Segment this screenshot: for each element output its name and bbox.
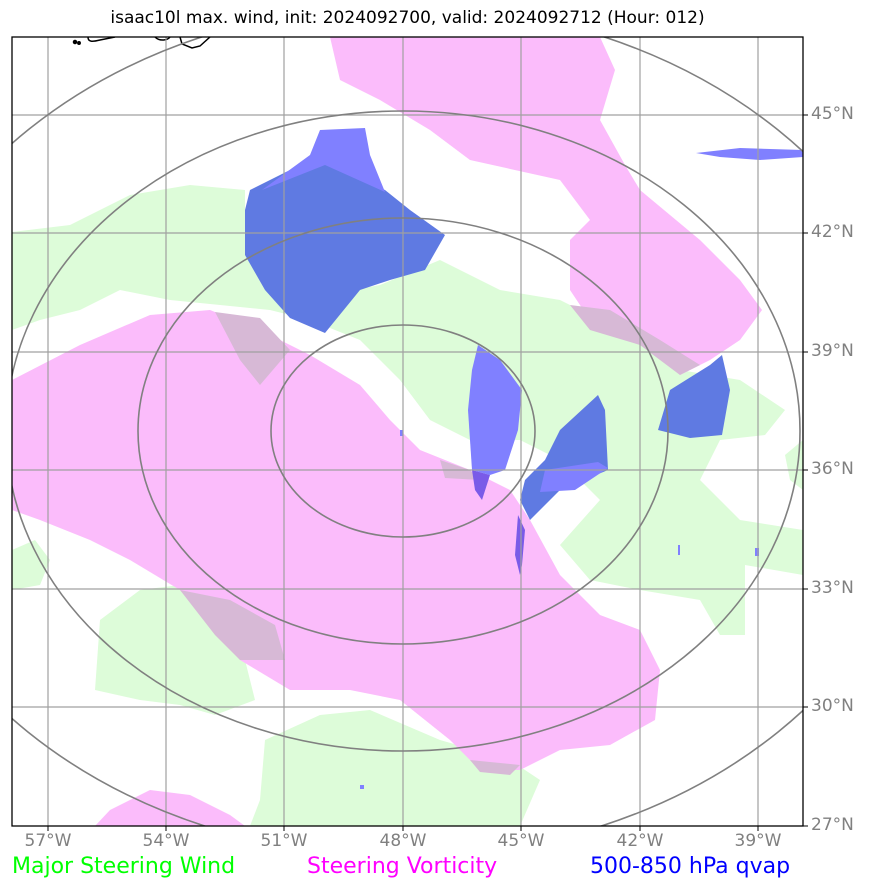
lat-label-36n: 36°N <box>811 459 854 479</box>
legend-qvap: 500-850 hPa qvap <box>590 854 791 879</box>
map-title: isaac10l max. wind, init: 2024092700, va… <box>110 8 705 28</box>
lon-label-39w: 39°W <box>734 831 782 851</box>
lat-label-45n: 45°N <box>811 104 854 124</box>
lon-label-51w: 51°W <box>260 831 308 851</box>
legend-steering-vorticity: Steering Vorticity <box>307 854 498 879</box>
lon-label-42w: 42°W <box>616 831 664 851</box>
lat-label-42n: 42°N <box>811 222 854 242</box>
lat-label-33n: 33°N <box>811 578 854 598</box>
lon-label-57w: 57°W <box>24 831 72 851</box>
legend-steering-wind: Major Steering Wind <box>12 854 236 879</box>
steering-vorticity-areas <box>12 37 762 826</box>
graticule <box>12 37 803 826</box>
lat-label-27n: 27°N <box>811 815 854 835</box>
overlap-areas <box>180 305 700 775</box>
qvap-areas <box>245 128 803 789</box>
lon-label-54w: 54°W <box>142 831 190 851</box>
map-frame <box>11 36 804 827</box>
lat-label-30n: 30°N <box>811 696 854 716</box>
lon-label-48w: 48°W <box>379 831 427 851</box>
range-rings <box>12 37 803 826</box>
coastline <box>72 37 211 49</box>
lat-label-39n: 39°N <box>811 341 854 361</box>
lon-label-45w: 45°W <box>497 831 545 851</box>
tick-marks <box>47 114 808 831</box>
